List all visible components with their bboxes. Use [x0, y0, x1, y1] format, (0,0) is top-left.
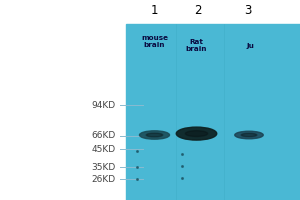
Ellipse shape [176, 127, 217, 140]
Text: 35KD: 35KD [91, 162, 116, 171]
Ellipse shape [140, 131, 169, 139]
Bar [0, 0, 300, 24]
Ellipse shape [235, 131, 263, 139]
Text: 45KD: 45KD [92, 144, 116, 154]
Bar [126, 24, 300, 200]
Ellipse shape [185, 131, 208, 137]
Bar [0, 0, 126, 200]
Text: mouse
brain: mouse brain [141, 35, 168, 48]
Text: Rat
brain: Rat brain [186, 39, 207, 52]
Ellipse shape [241, 133, 257, 137]
Text: 66KD: 66KD [91, 132, 116, 140]
Text: 2: 2 [194, 4, 202, 18]
Text: 3: 3 [244, 4, 251, 18]
Text: 94KD: 94KD [92, 100, 116, 110]
Text: 26KD: 26KD [92, 174, 116, 184]
Ellipse shape [146, 133, 163, 137]
Text: Ju: Ju [247, 43, 254, 49]
Text: 1: 1 [151, 4, 158, 18]
